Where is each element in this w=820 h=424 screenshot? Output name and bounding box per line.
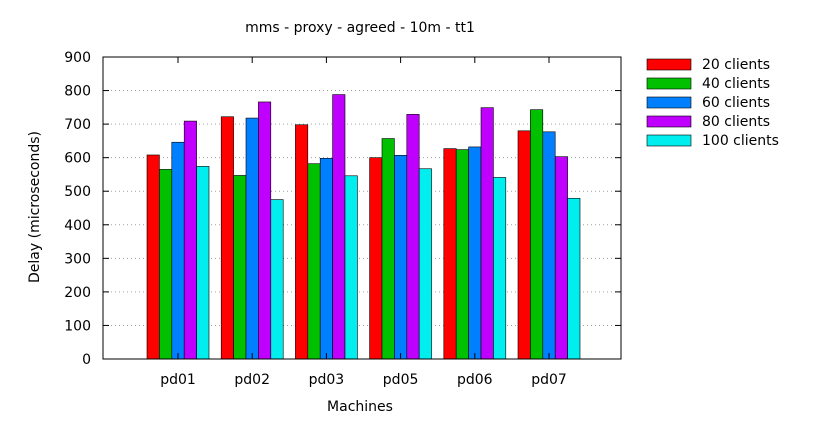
bar-pd02-80-clients — [258, 101, 272, 360]
y-tick-label: 800 — [64, 84, 91, 100]
x-tick-label: pd06 — [457, 372, 493, 388]
bar-pd03-60-clients — [319, 158, 333, 360]
bar-pd07-40-clients — [530, 109, 544, 360]
y-tick-label: 200 — [64, 285, 91, 301]
legend-swatch — [646, 115, 692, 128]
bar-pd02-20-clients — [220, 116, 234, 360]
legend-swatch — [646, 77, 692, 90]
legend-label: 100 clients — [702, 133, 779, 149]
bar-pd03-80-clients — [332, 94, 346, 360]
bar-pd02-100-clients — [270, 199, 284, 360]
legend-label: 20 clients — [702, 57, 770, 73]
legend-swatch — [646, 58, 692, 71]
bar-pd05-40-clients — [381, 138, 395, 360]
bars — [146, 94, 581, 360]
bar-pd01-80-clients — [183, 120, 197, 360]
legend-label: 60 clients — [702, 95, 770, 111]
bar-pd03-100-clients — [344, 175, 358, 360]
x-tick-label: pd03 — [309, 372, 345, 388]
bar-pd03-40-clients — [307, 163, 321, 360]
legend-label: 80 clients — [702, 114, 770, 130]
x-axis-label: Machines — [327, 399, 393, 415]
y-tick-label: 0 — [82, 352, 91, 368]
bar-pd05-100-clients — [418, 168, 432, 360]
bar-pd07-80-clients — [554, 156, 568, 360]
bar-pd06-80-clients — [480, 107, 494, 360]
bar-pd02-40-clients — [233, 175, 247, 360]
bar-pd03-20-clients — [295, 124, 309, 360]
bar-pd06-20-clients — [443, 148, 457, 360]
bar-pd05-60-clients — [394, 155, 408, 360]
y-tick-label: 100 — [64, 318, 91, 334]
bar-pd02-60-clients — [245, 117, 259, 360]
bar-pd06-100-clients — [493, 177, 507, 360]
x-tick-label: pd07 — [531, 372, 567, 388]
y-tick-label: 400 — [64, 218, 91, 234]
bar-pd06-40-clients — [455, 149, 469, 360]
bar-pd01-60-clients — [171, 141, 185, 360]
bar-pd07-100-clients — [567, 197, 581, 360]
bar-pd07-20-clients — [517, 130, 531, 360]
bar-pd01-20-clients — [146, 154, 160, 360]
bar-pd05-20-clients — [369, 157, 383, 360]
y-axis-ticks: 0 100 200 300 400 500 600 700 800 900 — [64, 50, 621, 368]
x-tick-label: pd02 — [234, 372, 270, 388]
bar-pd01-40-clients — [159, 169, 173, 360]
y-tick-label: 700 — [64, 117, 91, 133]
plot-frame — [102, 56, 622, 360]
legend: 20 clients 40 clients 60 clients 80 clients… — [646, 57, 779, 149]
x-tick-label: pd05 — [383, 372, 419, 388]
y-tick-label: 300 — [64, 251, 91, 267]
legend-label: 40 clients — [702, 76, 770, 92]
bar-pd05-80-clients — [406, 114, 420, 360]
legend-swatch — [646, 96, 692, 109]
bar-pd01-100-clients — [196, 166, 210, 360]
y-tick-label: 600 — [64, 151, 91, 167]
y-axis-label: Delay (microseconds) — [27, 131, 43, 283]
bar-pd07-60-clients — [542, 131, 556, 360]
legend-swatch — [646, 134, 692, 147]
chart-title: mms - proxy - agreed - 10m - tt1 — [245, 20, 475, 36]
x-axis-ticks: pd01 pd02 pd03 pd05 pd06 pd07 — [160, 57, 567, 388]
x-tick-label: pd01 — [160, 372, 196, 388]
bar-pd06-60-clients — [468, 146, 482, 360]
y-tick-label: 900 — [64, 50, 91, 66]
y-tick-label: 500 — [64, 184, 91, 200]
